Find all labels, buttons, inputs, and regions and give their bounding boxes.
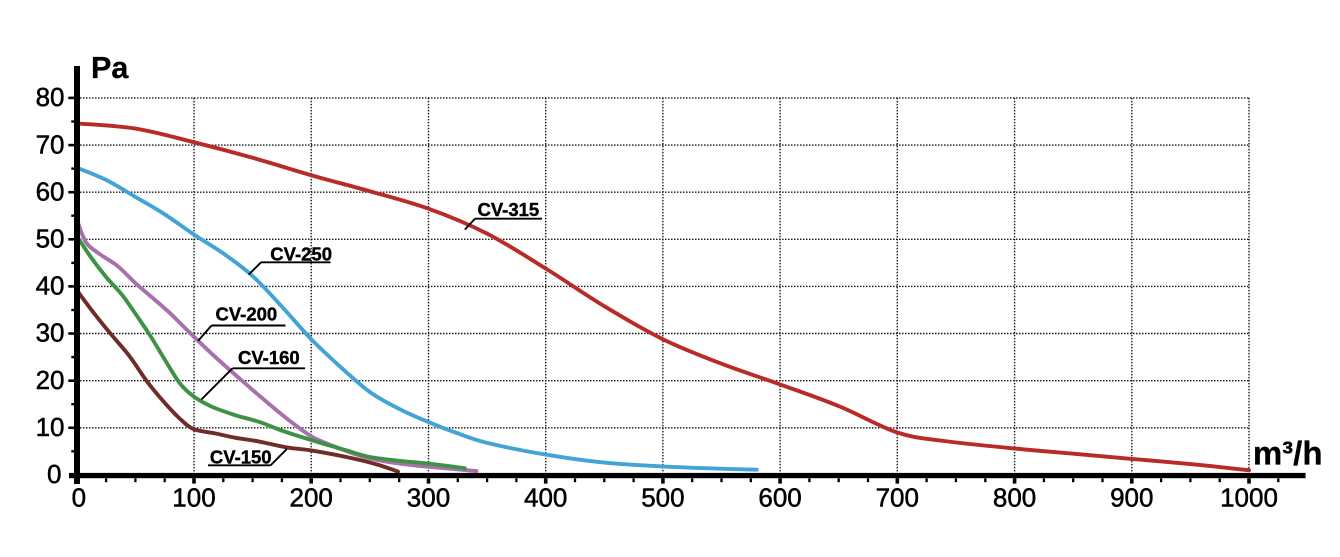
svg-text:CV-160: CV-160 [238,347,300,368]
svg-text:CV-200: CV-200 [216,304,278,325]
svg-text:40: 40 [36,271,65,301]
svg-text:400: 400 [524,483,567,513]
svg-text:500: 500 [641,483,684,513]
svg-text:1000: 1000 [1220,483,1278,513]
svg-text:100: 100 [172,483,215,513]
svg-text:200: 200 [290,483,333,513]
svg-text:10: 10 [36,412,65,442]
svg-text:30: 30 [36,318,65,348]
svg-text:0: 0 [47,459,61,489]
svg-text:70: 70 [36,129,65,159]
svg-text:CV-315: CV-315 [478,199,540,220]
svg-text:800: 800 [993,483,1036,513]
svg-text:20: 20 [36,365,65,395]
svg-text:CV-250: CV-250 [270,243,332,264]
svg-text:Pa: Pa [91,51,129,85]
svg-text:700: 700 [876,483,919,513]
svg-text:80: 80 [36,82,65,112]
svg-text:300: 300 [407,483,450,513]
svg-text:60: 60 [36,176,65,206]
svg-text:m³/h: m³/h [1253,435,1323,472]
svg-text:600: 600 [758,483,801,513]
svg-text:900: 900 [1110,483,1153,513]
svg-text:CV-150: CV-150 [210,447,272,468]
svg-text:0: 0 [72,483,86,513]
svg-text:50: 50 [36,224,65,254]
